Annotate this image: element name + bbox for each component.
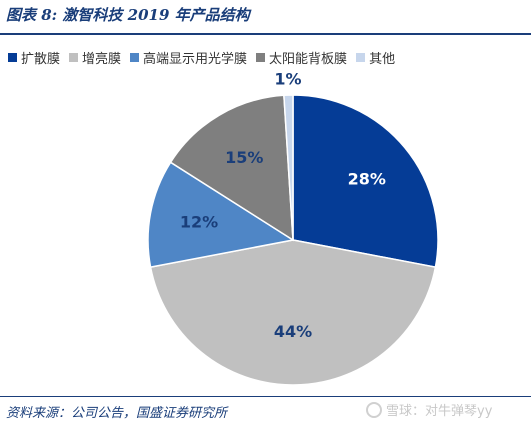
pie-slice bbox=[283, 94, 294, 241]
legend-swatch bbox=[8, 53, 17, 62]
pie-slice bbox=[292, 94, 439, 269]
legend-label: 其他 bbox=[369, 52, 396, 67]
legend-swatch bbox=[69, 53, 79, 62]
pie-labels: 28% 44% 12% 15% 1% bbox=[180, 70, 386, 341]
legend-swatch bbox=[256, 53, 266, 62]
legend-label: 高端显示用光学膜 bbox=[143, 52, 248, 67]
legend-label: 扩散膜 bbox=[21, 52, 61, 67]
title-rule bbox=[0, 33, 531, 35]
watermark-text: 雪球：对牛弹琴yy bbox=[386, 404, 493, 419]
pie-slices bbox=[147, 94, 439, 386]
figure-title: 图表 8: 激智科技 2019 年产品结构 bbox=[6, 6, 250, 24]
legend-label: 太阳能背板膜 bbox=[269, 52, 348, 67]
slice-percent-label: 1% bbox=[274, 70, 301, 89]
slice-percent-label: 44% bbox=[274, 322, 312, 341]
legend-item: 扩散膜 bbox=[8, 48, 60, 67]
slice-percent-label: 28% bbox=[348, 169, 386, 188]
legend-item: 太阳能背板膜 bbox=[256, 48, 347, 67]
legend-item: 高端显示用光学膜 bbox=[130, 48, 247, 67]
pie-slice bbox=[169, 94, 294, 242]
legend-item: 其他 bbox=[356, 48, 395, 67]
legend-swatch bbox=[356, 53, 366, 62]
legend-item: 增亮膜 bbox=[69, 48, 121, 67]
legend-label: 增亮膜 bbox=[82, 52, 122, 67]
pie-slice bbox=[147, 161, 296, 269]
legend: 扩散膜 增亮膜 高端显示用光学膜 太阳能背板膜 其他 bbox=[8, 48, 404, 67]
watermark: 雪球：对牛弹琴yy bbox=[366, 400, 492, 419]
slice-percent-label: 12% bbox=[180, 213, 218, 232]
source-note: 资料来源：公司公告，国盛证券研究所 bbox=[6, 406, 228, 421]
pie-slice bbox=[149, 239, 437, 386]
slice-percent-label: 15% bbox=[225, 148, 263, 167]
snowball-logo-icon bbox=[366, 401, 382, 418]
legend-swatch bbox=[130, 53, 140, 62]
bottom-rule bbox=[0, 396, 531, 397]
